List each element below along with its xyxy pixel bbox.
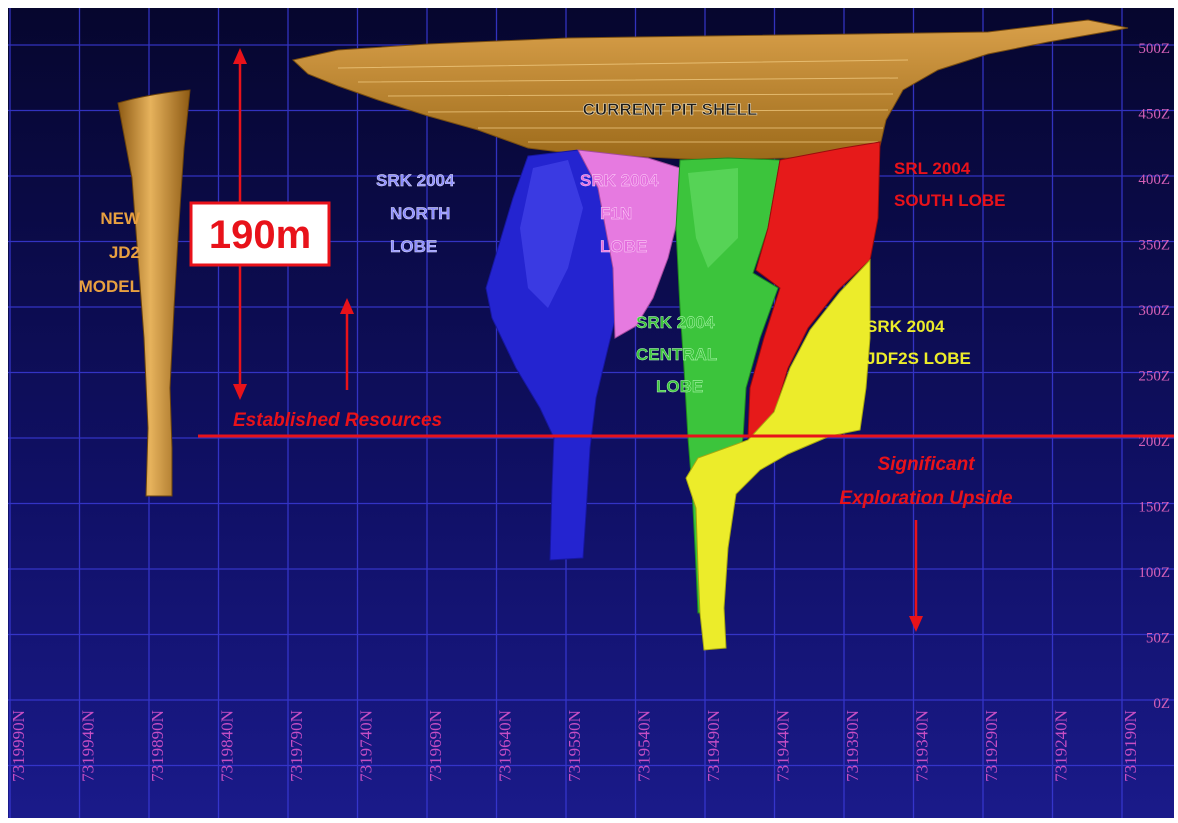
central-lobe-line-3: LOBE (656, 377, 703, 396)
depth-label: 190m (209, 213, 311, 257)
north-lobe-shade (520, 160, 583, 308)
jd2-line-1: NEW (100, 209, 141, 228)
northing-label: 7319640N (496, 710, 515, 782)
northing-label: 7319390N (843, 710, 862, 782)
jd2-label: NEW JD2 MODEL (79, 209, 141, 296)
elevation-labels: 500Z 450Z 400Z 350Z 300Z 250Z 200Z 150Z 100Z 50Z 0… (1138, 41, 1170, 712)
northing-label: 7319790N (287, 710, 306, 782)
north-lobe-line-2: NORTH (390, 204, 450, 223)
exploration-label: Significant Exploration Upside (839, 454, 1013, 509)
south-lobe-label: SRL 2004 SOUTH LOBE (894, 159, 1005, 210)
jd2-line-2: JD2 (109, 243, 140, 262)
elevation-label: 250Z (1138, 369, 1170, 385)
northing-label: 7319690N (426, 710, 445, 782)
jdf2s-lobe-line-2: JDF2S LOBE (866, 349, 971, 368)
exploration-arrow (909, 520, 923, 632)
elevation-label: 300Z (1138, 303, 1170, 319)
established-label: Established Resources (233, 410, 442, 431)
jd2-model (117, 89, 191, 497)
depth-box (189, 201, 331, 267)
f1n-lobe-line-3: LOBE (600, 237, 647, 256)
northing-label: 7319340N (913, 710, 932, 782)
elevation-label: 450Z (1138, 107, 1170, 123)
elevation-label: 100Z (1138, 565, 1170, 581)
elevation-label: 400Z (1138, 172, 1170, 188)
f1n-lobe-label: SRK 2004 F1N LOBE (580, 171, 659, 256)
jdf2s-lobe-line-1: SRK 2004 (866, 317, 945, 336)
northing-labels: 7319990N 7319940N 7319890N 7319840N 7319790N… (9, 710, 1140, 782)
south-lobe-line-2: SOUTH LOBE (894, 191, 1005, 210)
pit-shell (291, 19, 1129, 161)
elevation-label: 200Z (1138, 434, 1170, 450)
northing-label: 7319740N (357, 710, 376, 782)
northing-label: 7319840N (218, 710, 237, 782)
northing-label: 7319190N (1121, 710, 1140, 782)
northing-label: 7319890N (148, 710, 167, 782)
f1n-lobe-line-1: SRK 2004 (580, 171, 659, 190)
jdf2s-lobe (685, 258, 871, 651)
exploration-line-1: Significant (877, 454, 975, 475)
central-lobe-shade (688, 168, 738, 268)
exploration-line-2: Exploration Upside (839, 488, 1013, 509)
pit-benches (337, 59, 909, 143)
elevation-label: 500Z (1138, 41, 1170, 57)
section-diagram: 500Z 450Z 400Z 350Z 300Z 250Z 200Z 150Z 100Z 50Z 0… (8, 8, 1174, 818)
northing-label: 7319590N (565, 710, 584, 782)
pit-shell-label: CURRENT PIT SHELL (583, 100, 758, 119)
north-lobe-line-3: LOBE (390, 237, 437, 256)
central-lobe-label: SRK 2004 CENTRAL LOBE (636, 313, 718, 396)
elevation-label: 150Z (1138, 500, 1170, 516)
jd2-line-3: MODEL (79, 277, 140, 296)
northing-label: 7319290N (982, 710, 1001, 782)
elevation-label: 0Z (1153, 696, 1170, 712)
northing-label: 7319940N (79, 710, 98, 782)
northing-label: 7319990N (9, 710, 28, 782)
north-lobe-label: SRK 2004 NORTH LOBE (376, 171, 455, 256)
elevation-label: 50Z (1146, 631, 1170, 647)
northing-label: 7319240N (1052, 710, 1071, 782)
northing-label: 7319490N (704, 710, 723, 782)
elevation-label: 350Z (1138, 238, 1170, 254)
south-lobe-line-1: SRL 2004 (894, 159, 971, 178)
section-svg: 500Z 450Z 400Z 350Z 300Z 250Z 200Z 150Z 100Z 50Z 0… (8, 8, 1174, 818)
central-lobe-line-1: SRK 2004 (636, 313, 715, 332)
central-lobe-line-2: CENTRAL (636, 345, 717, 364)
f1n-lobe-line-2: F1N (600, 204, 632, 223)
northing-label: 7319440N (774, 710, 793, 782)
northing-label: 7319540N (635, 710, 654, 782)
f1n-lobe (577, 149, 681, 339)
jdf2s-lobe-label: SRK 2004 JDF2S LOBE (866, 317, 971, 368)
north-lobe-line-1: SRK 2004 (376, 171, 455, 190)
established-arrow (340, 298, 354, 390)
